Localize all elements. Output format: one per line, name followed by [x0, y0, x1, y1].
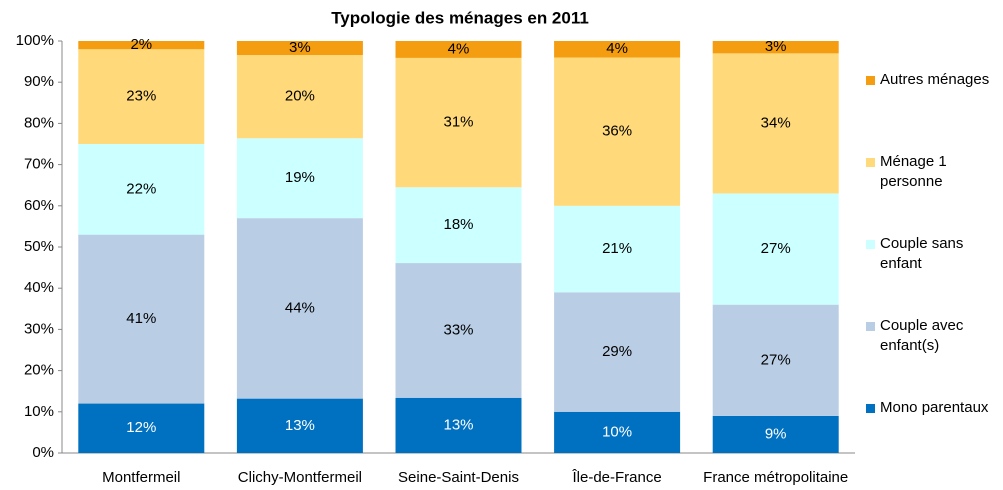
legend-item: Mono parentaux	[866, 398, 996, 480]
data-label: 20%	[285, 88, 315, 105]
bar-segment	[78, 403, 205, 453]
bar-segment	[236, 398, 363, 453]
data-label: 27%	[761, 240, 791, 257]
data-label: 4%	[606, 40, 628, 57]
data-label: 10%	[602, 423, 632, 440]
legend-label: Ménage 1 personne	[880, 153, 947, 190]
legend-item: Autres ménages	[866, 70, 996, 152]
data-label: 12%	[126, 419, 156, 436]
legend-swatch	[866, 158, 875, 167]
y-tick-label: 60%	[24, 197, 54, 214]
legend: Autres ménages Ménage 1 personne Couple sa…	[866, 70, 996, 480]
bar-segment	[78, 144, 205, 235]
data-label: 41%	[126, 310, 156, 327]
bar-segment	[395, 397, 522, 453]
bar-segment	[395, 57, 522, 188]
data-label: 29%	[602, 343, 632, 360]
bar-segment	[554, 292, 681, 412]
bar-segment	[554, 205, 681, 293]
bar-segment	[78, 234, 205, 404]
data-label: 21%	[602, 240, 632, 257]
data-label: 34%	[761, 114, 791, 131]
legend-label: Couple avec enfant(s)	[880, 317, 964, 354]
x-tick-label: Montfermeil	[102, 469, 180, 486]
bar-segment	[78, 49, 205, 144]
legend-swatch	[866, 240, 875, 249]
data-label: 18%	[443, 216, 473, 233]
data-label: 19%	[285, 169, 315, 186]
bar-segment	[78, 41, 205, 50]
chart-title: Typologie des ménages en 2011	[331, 8, 589, 27]
data-label: 22%	[126, 180, 156, 197]
legend-item: Couple sans enfant	[866, 234, 996, 316]
bar-segment	[712, 53, 839, 194]
data-label: 3%	[765, 38, 787, 55]
bar-segment	[554, 57, 681, 206]
bar-segment	[395, 41, 522, 58]
legend-label: Autres ménages	[880, 71, 990, 88]
y-tick-label: 10%	[24, 403, 54, 420]
data-label: 36%	[602, 123, 632, 140]
data-label: 2%	[130, 36, 152, 53]
bar-segment	[554, 41, 681, 58]
legend-item: Couple avec enfant(s)	[866, 316, 996, 398]
legend-swatch	[866, 404, 875, 413]
y-tick-label: 90%	[24, 73, 54, 90]
bar-segment	[712, 415, 839, 453]
legend-label: Mono parentaux	[880, 399, 989, 416]
y-tick-label: 20%	[24, 362, 54, 379]
bar-segment	[712, 304, 839, 416]
legend-swatch	[866, 322, 875, 331]
data-label: 33%	[443, 321, 473, 338]
y-tick-label: 50%	[24, 238, 54, 255]
bar-segment	[236, 55, 363, 139]
data-label: 9%	[765, 425, 787, 442]
y-tick-label: 0%	[32, 444, 54, 461]
data-label: 13%	[443, 416, 473, 433]
y-tick-label: 100%	[16, 32, 54, 49]
legend-swatch	[866, 76, 875, 85]
bar-segment	[236, 138, 363, 219]
bar-segment	[236, 218, 363, 399]
bar-segment	[712, 193, 839, 305]
data-label: 3%	[289, 39, 311, 56]
data-label: 4%	[448, 40, 470, 57]
x-tick-label: Seine-Saint-Denis	[398, 469, 519, 486]
x-tick-label: Île-de-France	[571, 469, 661, 486]
data-label: 31%	[443, 114, 473, 131]
bar-segment	[395, 187, 522, 264]
legend-item: Ménage 1 personne	[866, 152, 996, 234]
x-tick-label: Clichy-Montfermeil	[238, 469, 362, 486]
bar-segment	[554, 411, 681, 453]
data-label: 13%	[285, 417, 315, 434]
y-tick-label: 40%	[24, 279, 54, 296]
y-tick-label: 30%	[24, 320, 54, 337]
data-label: 44%	[285, 299, 315, 316]
bar-segment	[236, 41, 363, 56]
bar-segment	[395, 263, 522, 398]
x-tick-label: France métropolitaine	[703, 469, 848, 486]
y-tick-label: 70%	[24, 156, 54, 173]
y-tick-label: 80%	[24, 114, 54, 131]
data-label: 27%	[761, 351, 791, 368]
data-label: 23%	[126, 88, 156, 105]
legend-label: Couple sans enfant	[880, 235, 964, 272]
bar-segment	[712, 41, 839, 54]
